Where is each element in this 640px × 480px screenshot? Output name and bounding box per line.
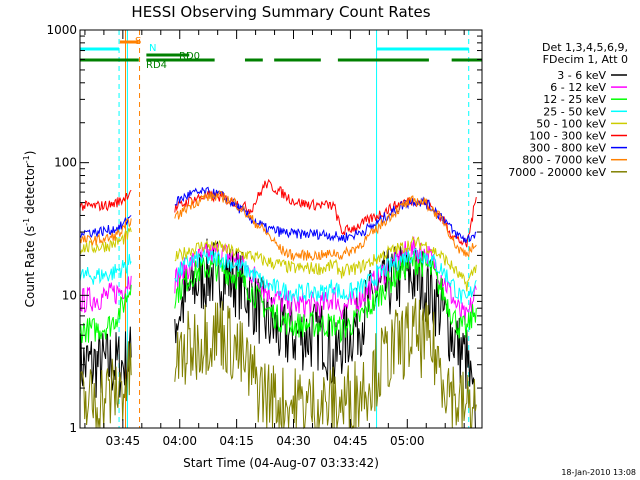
timestamp: 18-Jan-2010 13:08 bbox=[561, 468, 636, 477]
y-label-mid: detector bbox=[23, 163, 37, 218]
status-label-rd0: RD0 bbox=[179, 51, 200, 62]
y-tick-label-1: 10 bbox=[62, 288, 77, 302]
y-tick-label-2: 100 bbox=[54, 156, 77, 170]
series-line-2-seg-1 bbox=[174, 250, 477, 344]
legend-label-3: 25 - 50 keV bbox=[543, 105, 606, 118]
series-line-8-seg-1 bbox=[174, 298, 477, 430]
x-tick-label-3: 04:30 bbox=[276, 434, 311, 448]
legend-label-8: 7000 - 20000 keV bbox=[508, 166, 606, 179]
y-label-main: Count Rate (s bbox=[23, 226, 37, 308]
legend-header-line2: FDecim 1, Att 0 bbox=[543, 53, 628, 66]
chart-title: HESSI Observing Summary Count Rates bbox=[131, 3, 430, 21]
series-line-5-seg-0 bbox=[79, 189, 132, 212]
x-tick-label-4: 04:45 bbox=[333, 434, 368, 448]
status-bars: SN RD0 RD4 bbox=[80, 36, 482, 71]
status-label-n: N bbox=[149, 43, 156, 54]
legend-label-1: 6 - 12 keV bbox=[550, 81, 606, 94]
x-tick-label-0: 03:45 bbox=[106, 434, 141, 448]
series-line-6-seg-0 bbox=[79, 215, 132, 238]
legend-label-7: 800 - 7000 keV bbox=[522, 154, 606, 167]
x-tick-label-5: 05:00 bbox=[390, 434, 425, 448]
series-line-7-seg-1 bbox=[174, 190, 477, 262]
y-tick-label-0: 1 bbox=[69, 421, 77, 435]
series-line-5-seg-1 bbox=[174, 178, 477, 248]
status-label-s: S bbox=[135, 36, 141, 47]
series-line-0-seg-0 bbox=[79, 326, 132, 402]
series-line-3-seg-0 bbox=[79, 254, 132, 285]
legend-header-line1: Det 1,3,4,5,6,9, bbox=[542, 41, 628, 54]
legend-label-5: 100 - 300 keV bbox=[529, 130, 606, 143]
series-line-7-seg-0 bbox=[79, 218, 132, 246]
series-line-2-seg-0 bbox=[79, 284, 132, 343]
x-axis-label: Start Time (04-Aug-07 03:33:42) bbox=[183, 456, 379, 470]
status-label-rd4: RD4 bbox=[146, 60, 167, 71]
series-line-4-seg-0 bbox=[79, 227, 132, 255]
axes: 03:45 04:00 04:15 04:30 04:45 05:00 1 10 100 1000 bbox=[46, 23, 483, 448]
y-tick-label-3: 1000 bbox=[46, 23, 77, 37]
series-line-3-seg-1 bbox=[174, 248, 477, 304]
plot-frame bbox=[79, 29, 483, 429]
x-tick-label-2: 04:15 bbox=[219, 434, 254, 448]
plot-area bbox=[79, 30, 477, 430]
legend-label-6: 300 - 800 keV bbox=[529, 142, 606, 155]
legend: Det 1,3,4,5,6,9, FDecim 1, Att 0 3 - 6 k… bbox=[508, 41, 628, 179]
legend-label-0: 3 - 6 keV bbox=[557, 69, 606, 82]
y-label-exp1: -1 bbox=[22, 218, 31, 226]
x-tick-label-1: 04:00 bbox=[162, 434, 197, 448]
series-line-4-seg-1 bbox=[174, 235, 477, 292]
legend-label-2: 12 - 25 keV bbox=[543, 93, 606, 106]
y-axis-label: Count Rate (s-1 detector-1) bbox=[22, 151, 37, 308]
y-label-exp2: -1 bbox=[22, 155, 31, 163]
legend-label-4: 50 - 100 keV bbox=[536, 117, 606, 130]
y-label-end: ) bbox=[23, 151, 37, 156]
series-line-1-seg-0 bbox=[79, 275, 132, 314]
